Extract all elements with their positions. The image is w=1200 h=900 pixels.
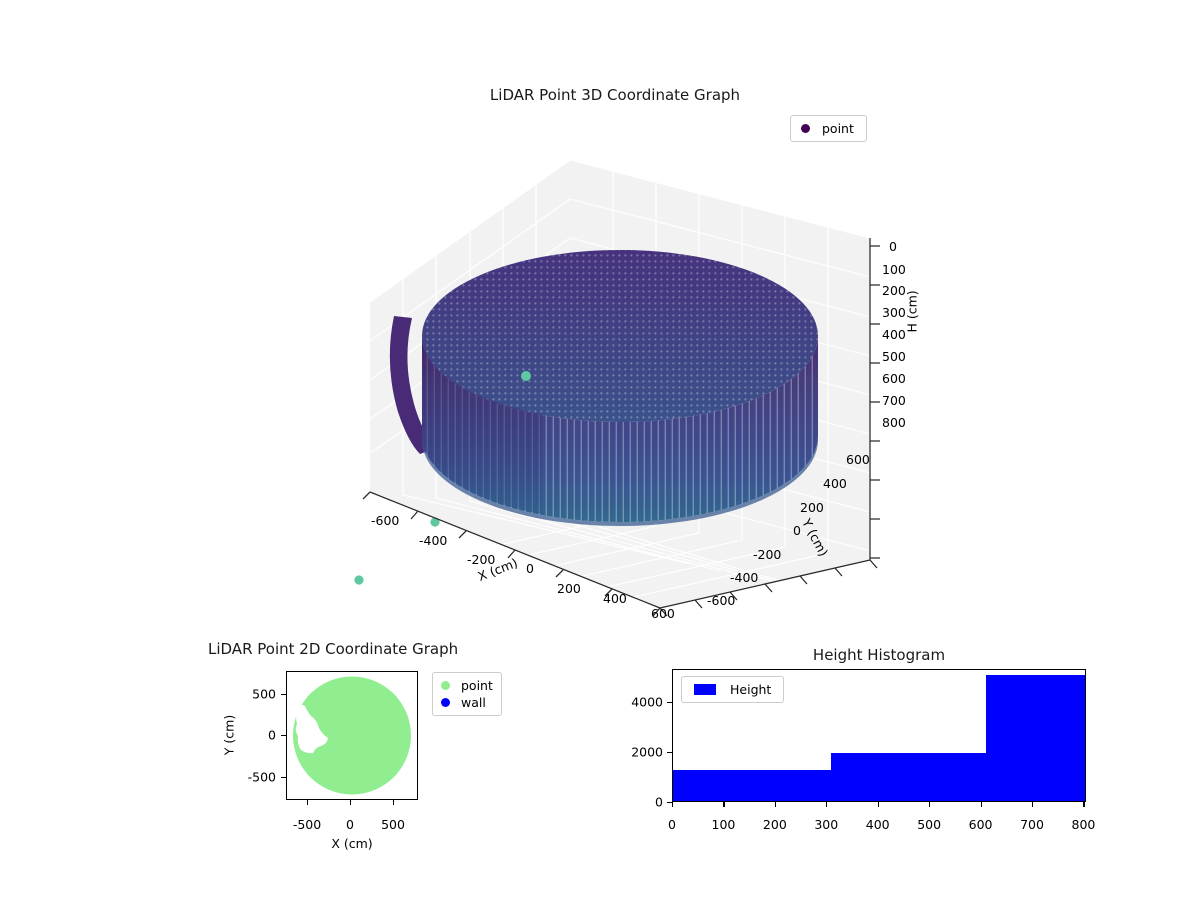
legend-point-marker-3d	[801, 124, 810, 133]
plot2d-ytick	[281, 694, 286, 696]
histogram-ytick	[667, 752, 672, 754]
yaxis-ticks	[659, 559, 878, 617]
histogram-ytick-label: 0	[655, 794, 663, 810]
plot2d-xtick	[350, 800, 352, 805]
zaxis-tick-label: 400	[882, 327, 906, 342]
histogram-bar[interactable]	[986, 674, 1085, 801]
plot3d-canvas	[354, 159, 880, 617]
yaxis-tick-label: -600	[707, 593, 736, 608]
occlusion-notch	[295, 704, 328, 754]
outlier-point-3	[354, 575, 364, 585]
zaxis-tick-label: 100	[882, 262, 906, 277]
zaxis-tick-label: 500	[882, 349, 906, 364]
histogram-xtick-label: 100	[711, 817, 736, 832]
histogram-legend[interactable]: Height	[681, 676, 785, 703]
legend-point-marker-2d	[441, 681, 450, 690]
histogram-title: Height Histogram	[812, 646, 946, 664]
plot2d-title: LiDAR Point 2D Coordinate Graph	[208, 640, 459, 658]
yaxis-tick-label: 400	[823, 476, 847, 491]
histogram-ytick-label: 2000	[631, 744, 663, 760]
xaxis-tick-label: 200	[557, 581, 581, 596]
points-disc	[293, 676, 411, 795]
histogram-xtick-label: 300	[814, 817, 839, 832]
xaxis-ticks	[362, 491, 661, 617]
histogram-xtick	[774, 802, 777, 807]
plot3d-title: LiDAR Point 3D Coordinate Graph	[489, 86, 741, 104]
xaxis-tick-label: -400	[419, 533, 448, 548]
zaxis-tick-label: 200	[882, 283, 906, 298]
histogram-ytick	[667, 702, 672, 704]
histogram-xtick-label: 800	[1071, 817, 1096, 832]
plot2d-axes[interactable]	[286, 671, 418, 800]
plot2d-canvas	[292, 676, 411, 795]
legend-point-label-2d: point	[461, 678, 493, 693]
legend-item-wall-2d[interactable]: wall	[441, 694, 493, 711]
zaxis-ticks	[870, 245, 880, 559]
xaxis-tick-label: 600	[651, 606, 675, 621]
xaxis-tick-label: -200	[467, 552, 496, 567]
histogram-ytick-label: 4000	[631, 694, 663, 710]
histogram-xtick	[672, 802, 674, 807]
zaxis-tick-label: 0	[889, 239, 897, 254]
legend-height-label: Height	[730, 682, 772, 697]
yaxis-tick-label: 600	[846, 452, 870, 467]
legend-wall-marker-2d	[441, 698, 450, 707]
histogram-xtick-label: 0	[668, 817, 676, 832]
yaxis-tick-label: 0	[793, 523, 801, 538]
histogram-ytick	[667, 802, 672, 804]
plot2d-xtick-label: 0	[346, 817, 354, 832]
yaxis-tick-label: -400	[730, 570, 759, 585]
zaxis-tick-label: 800	[882, 415, 906, 430]
legend-item-point-2d[interactable]: point	[441, 677, 493, 694]
zaxis-tick-label: 700	[882, 393, 906, 408]
plot3d-axes[interactable]	[330, 140, 900, 620]
plot2d-xtick-label: 500	[381, 817, 405, 832]
histogram-bar[interactable]	[830, 753, 987, 801]
zaxis-tick-label: 300	[882, 305, 906, 320]
histogram-xtick	[1032, 802, 1034, 807]
plot2d-legend[interactable]: point wall	[432, 672, 502, 716]
outlier-point-2	[430, 517, 440, 527]
histogram-xtick	[877, 802, 879, 807]
histogram-xtick-label: 500	[917, 817, 942, 832]
histogram-xtick	[980, 802, 982, 807]
yaxis-tick-label: -200	[753, 547, 782, 562]
wall-cylinder	[422, 250, 818, 526]
xaxis-tick-label: 0	[526, 561, 534, 576]
legend-wall-label-2d: wall	[461, 695, 486, 710]
plot2d-ytick	[281, 777, 286, 779]
plot2d-xlabel: X (cm)	[331, 836, 373, 851]
xaxis-tick-label: -600	[371, 513, 400, 528]
plot2d-xtick-label: -500	[292, 817, 322, 832]
plot2d-ytick-label: 0	[268, 727, 276, 743]
outlier-points	[354, 371, 531, 585]
zaxis-label: H (cm)	[904, 290, 920, 333]
histogram-xtick-label: 200	[762, 817, 787, 832]
histogram-xtick	[723, 802, 725, 807]
histogram-xtick	[929, 802, 931, 807]
yaxis-tick-label: 200	[800, 500, 824, 515]
plot2d-ylabel: Y (cm)	[221, 714, 237, 756]
plot2d-ytick-label: 500	[252, 686, 276, 702]
outlier-point-1	[521, 371, 531, 381]
histogram-xtick	[826, 802, 828, 807]
histogram-xtick-label: 600	[968, 817, 993, 832]
legend-height-marker	[694, 684, 716, 695]
histogram-xtick-label: 400	[865, 817, 890, 832]
histogram-xtick	[1083, 802, 1085, 807]
plot2d-ytick	[281, 735, 286, 737]
pane-floor	[370, 492, 870, 608]
plot3d-legend[interactable]: point	[790, 115, 867, 142]
legend-point-label-3d: point	[822, 121, 854, 136]
xaxis-tick-label: 400	[603, 591, 627, 606]
histogram-xtick-label: 700	[1020, 817, 1044, 832]
plot2d-xtick	[307, 800, 309, 805]
histogram-bar[interactable]	[673, 770, 831, 801]
plot2d-xtick	[393, 800, 395, 805]
plot2d-ytick-label: -500	[247, 769, 276, 785]
zaxis-tick-label: 600	[882, 371, 906, 386]
